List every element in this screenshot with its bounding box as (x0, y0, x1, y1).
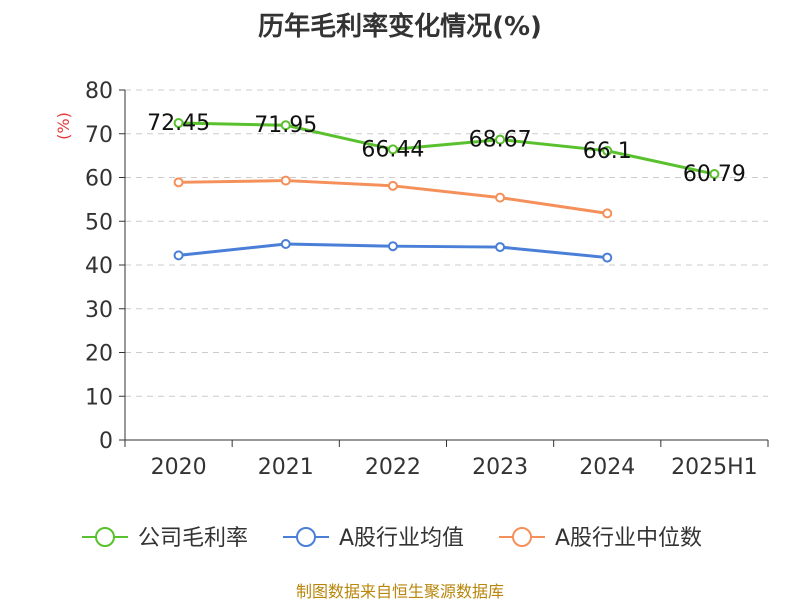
data-point (387, 180, 398, 191)
x-tick-label: 2024 (579, 455, 635, 480)
legend-label: A股行业均值 (339, 526, 464, 551)
legend-label: 公司毛利率 (138, 526, 248, 551)
legend-marker (296, 527, 316, 547)
data-point (602, 145, 613, 156)
x-tick-label: 2021 (258, 455, 314, 480)
data-point (280, 239, 291, 249)
data-point (280, 175, 291, 186)
data-point (495, 134, 506, 145)
x-tick-label: 2020 (151, 455, 207, 480)
y-tick-label: 10 (85, 385, 113, 410)
source-note: 制图数据来自恒生聚源数据库 (295, 582, 504, 601)
data-point (602, 208, 613, 219)
y-tick-label: 40 (85, 254, 113, 279)
y-tick-label: 0 (99, 429, 113, 454)
series-line-0 (178, 121, 715, 176)
data-point (173, 250, 184, 261)
data-label: 66.1 (583, 139, 632, 164)
y-axis-unit: (%) (54, 112, 73, 140)
data-label: 71.95 (254, 113, 317, 138)
data-label: 60.79 (683, 162, 746, 187)
y-tick-label: 30 (85, 298, 113, 323)
legend-label: A股行业中位数 (555, 526, 702, 551)
y-tick-label: 50 (85, 210, 113, 235)
legend: 公司毛利率 A股行业均值 A股行业中位数 (82, 526, 702, 551)
data-point (387, 144, 398, 155)
data-label: 68.67 (469, 128, 532, 153)
x-tick-label: 2023 (472, 455, 528, 480)
legend-marker (512, 527, 532, 547)
data-point (495, 192, 506, 203)
y-tick-label: 20 (85, 342, 113, 367)
series-group (173, 118, 720, 263)
data-point (709, 169, 720, 180)
data-point (602, 252, 613, 263)
data-point (173, 118, 184, 129)
grid-lines (125, 89, 768, 397)
data-point (173, 177, 184, 188)
x-tick-labels: 2020 2021 2022 2023 2024 2025H1 (151, 455, 758, 480)
y-tick-label: 70 (85, 123, 113, 148)
data-point (387, 241, 398, 252)
data-point (495, 242, 506, 253)
y-tick-label: 60 (85, 167, 113, 192)
data-point (280, 120, 291, 131)
data-label: 72.45 (147, 111, 210, 136)
legend-marker (95, 527, 115, 547)
y-tick-labels: 0 10 20 30 40 50 60 70 80 (85, 79, 113, 454)
axes (119, 89, 769, 447)
x-tick-label: 2025H1 (671, 455, 758, 480)
chart-title: 历年毛利率变化情况(%) (258, 12, 542, 42)
data-label: 66.44 (361, 137, 424, 162)
y-tick-label: 80 (85, 79, 113, 104)
data-labels: 72.45 71.95 66.44 68.67 66.1 60.79 (147, 111, 746, 187)
x-tick-label: 2022 (365, 455, 421, 480)
